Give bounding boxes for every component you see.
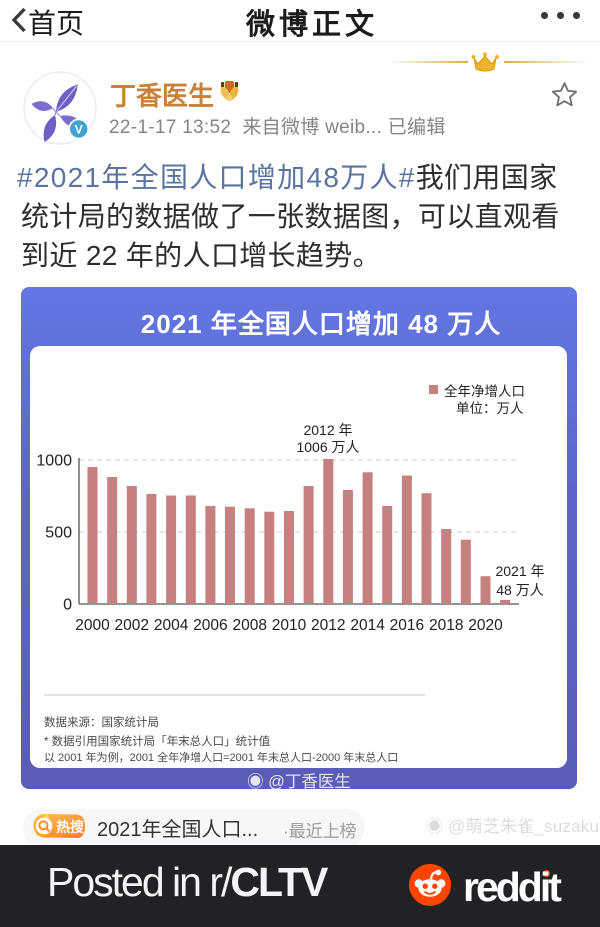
svg-text:单位：万人: 单位：万人 [456, 401, 524, 416]
svg-text:全年净增人口: 全年净增人口 [444, 383, 525, 399]
svg-text:48 万人: 48 万人 [496, 582, 543, 598]
svg-text:2002: 2002 [115, 617, 149, 634]
svg-text:1000: 1000 [36, 453, 72, 470]
svg-text:2021 年: 2021 年 [495, 563, 544, 579]
svg-text:500: 500 [45, 525, 72, 542]
svg-text:* 数据引用国家统计局「年末总人口」统计值: * 数据引用国家统计局「年末总人口」统计值 [44, 734, 271, 748]
svg-text:2016: 2016 [390, 617, 424, 634]
svg-text:2006: 2006 [193, 617, 227, 634]
svg-text:热搜: 热搜 [56, 819, 85, 835]
svg-text:2012: 2012 [311, 617, 345, 634]
svg-text:1006 万人: 1006 万人 [296, 439, 359, 455]
svg-text:2004: 2004 [154, 617, 189, 634]
svg-text:2012 年: 2012 年 [303, 422, 352, 438]
svg-text:V: V [75, 123, 83, 137]
svg-text:数据来源：国家统计局: 数据来源：国家统计局 [44, 715, 159, 729]
svg-text:0: 0 [63, 597, 72, 614]
svg-text:2018: 2018 [429, 617, 463, 634]
svg-text:2020: 2020 [468, 617, 503, 634]
svg-text:2008: 2008 [232, 617, 266, 634]
svg-text:2010: 2010 [272, 617, 307, 634]
svg-text:2014: 2014 [350, 617, 385, 634]
svg-text:以 2001 年为例，2001 全年净增人口=2001 年末: 以 2001 年为例，2001 全年净增人口=2001 年末总人口-2000 年… [44, 750, 398, 764]
svg-text:2000: 2000 [75, 617, 110, 634]
